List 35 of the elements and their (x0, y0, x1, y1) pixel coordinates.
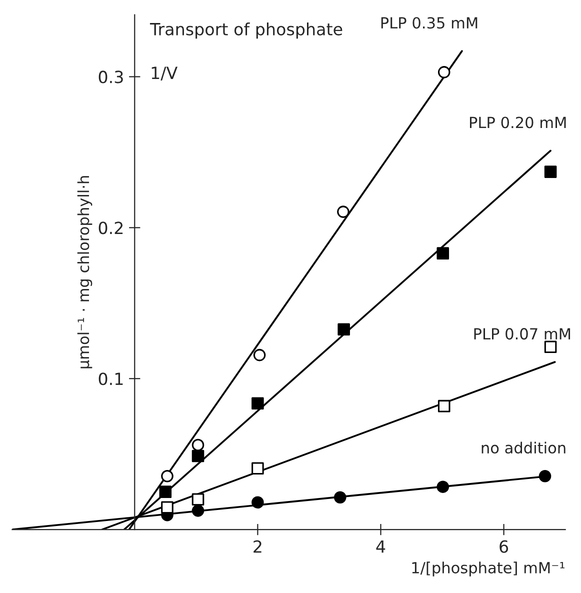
point (544, 340, 557, 354)
point (192, 504, 204, 517)
x-tick-label: 2 (254, 540, 262, 553)
series-label: PLP 0.07 mM (474, 328, 570, 340)
series-label: PLP 0.20 mM (470, 116, 566, 128)
y-tick-label: 0.2 (98, 222, 123, 234)
point (544, 166, 557, 178)
point (252, 462, 264, 475)
point (334, 491, 346, 504)
point (252, 397, 264, 410)
point (337, 206, 350, 218)
point (159, 486, 172, 498)
point (252, 496, 264, 509)
point (436, 247, 450, 260)
point (192, 450, 204, 462)
point (161, 501, 174, 514)
chart-title: Transport of phosphate (150, 22, 342, 39)
series-label: no addition (482, 442, 566, 454)
point (438, 400, 450, 412)
point (436, 480, 450, 493)
point (438, 66, 450, 78)
point (338, 323, 350, 336)
annotation: 1/V (152, 66, 178, 81)
y-tick-label: 0.1 (98, 372, 123, 386)
point (192, 493, 204, 506)
point (192, 438, 204, 452)
y-tick-label: 0.3 (98, 70, 123, 84)
point (538, 470, 552, 482)
y-axis-title: μmol⁻¹ · mg chlorophyll·h (77, 176, 92, 368)
point (253, 348, 266, 362)
x-axis-title: 1/[phosphate] mM⁻¹ (412, 562, 564, 576)
x-tick-label: 6 (500, 540, 508, 553)
x-tick-label: 4 (376, 540, 386, 553)
point (161, 470, 174, 482)
series-label: PLP 0.35 mM (381, 17, 478, 29)
